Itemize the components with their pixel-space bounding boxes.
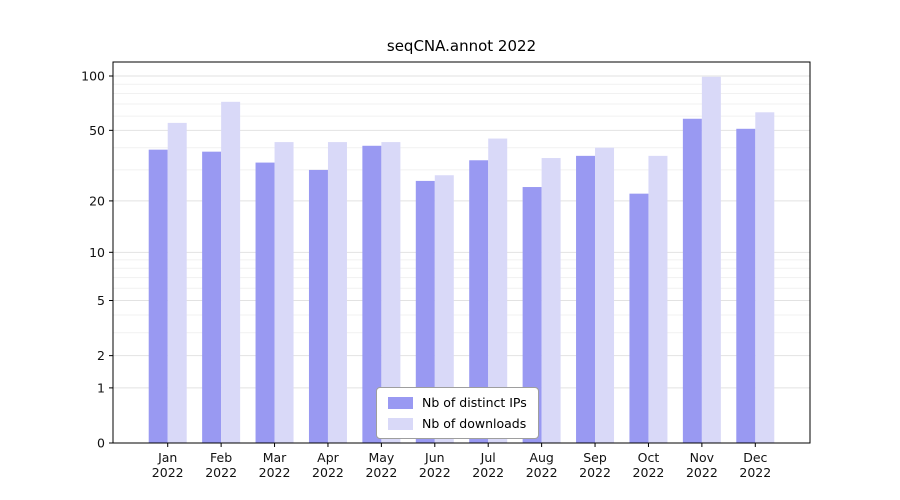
legend-item-downloads: Nb of downloads xyxy=(388,416,527,431)
x-tick-label-month: May xyxy=(368,450,394,465)
bar-downloads-dec xyxy=(755,112,775,444)
x-tick-label-month: Aug xyxy=(529,450,553,465)
x-tick-label-year: 2022 xyxy=(152,465,184,480)
legend-label-distinct-ips: Nb of distinct IPs xyxy=(422,395,527,410)
x-tick-label-month: Feb xyxy=(210,450,232,465)
bar-ips-aug xyxy=(522,187,542,443)
y-tick-label: 10 xyxy=(89,245,105,260)
x-tick-label-year: 2022 xyxy=(472,465,504,480)
x-tick-label-year: 2022 xyxy=(739,465,771,480)
y-tick-label: 20 xyxy=(89,193,105,208)
y-tick-label: 100 xyxy=(81,69,105,84)
x-tick-label-year: 2022 xyxy=(579,465,611,480)
legend-swatch-downloads xyxy=(388,417,413,430)
x-tick-label-year: 2022 xyxy=(312,465,344,480)
x-tick-label-month: Jul xyxy=(480,450,496,465)
x-tick-label-month: Mar xyxy=(263,450,287,465)
x-tick-label-year: 2022 xyxy=(259,465,291,480)
legend-item-distinct-ips: Nb of distinct IPs xyxy=(388,395,527,410)
bar-downloads-apr xyxy=(327,142,347,443)
bar-ips-oct xyxy=(629,193,649,443)
bar-ips-nov xyxy=(682,118,702,443)
x-tick-label-year: 2022 xyxy=(526,465,558,480)
legend-label-downloads: Nb of downloads xyxy=(422,416,527,431)
bar-ips-jan xyxy=(148,149,168,443)
x-tick-label-month: Dec xyxy=(743,450,767,465)
bar-downloads-mar xyxy=(274,142,294,443)
bar-downloads-nov xyxy=(701,76,721,443)
bar-downloads-jul xyxy=(488,138,508,443)
bar-ips-dec xyxy=(736,128,756,443)
x-tick-label-year: 2022 xyxy=(205,465,237,480)
x-tick-label-year: 2022 xyxy=(365,465,397,480)
bar-downloads-may xyxy=(381,142,401,443)
x-tick-label-year: 2022 xyxy=(633,465,665,480)
x-tick-label-month: Jan xyxy=(157,450,177,465)
legend: Nb of distinct IPs Nb of downloads xyxy=(376,387,539,439)
bar-ips-mar xyxy=(255,162,275,443)
chart-title: seqCNA.annot 2022 xyxy=(386,37,537,55)
bar-ips-feb xyxy=(202,151,222,443)
bar-ips-apr xyxy=(308,169,328,443)
y-tick-label: 5 xyxy=(97,293,105,308)
x-tick-label-month: Apr xyxy=(317,450,339,465)
x-tick-label-month: Oct xyxy=(638,450,660,465)
x-tick-label-year: 2022 xyxy=(686,465,718,480)
x-tick-label-month: Nov xyxy=(690,450,715,465)
bar-ips-jun xyxy=(415,180,435,443)
bar-downloads-feb xyxy=(221,101,241,443)
bar-downloads-sep xyxy=(595,147,615,443)
y-tick-label: 2 xyxy=(97,348,105,363)
bar-downloads-oct xyxy=(648,155,668,443)
y-tick-label: 0 xyxy=(97,436,105,451)
legend-swatch-distinct-ips xyxy=(388,396,413,409)
bar-ips-jul xyxy=(469,160,489,443)
bar-downloads-jan xyxy=(167,122,187,443)
bar-ips-sep xyxy=(576,155,596,443)
y-tick-label: 50 xyxy=(89,123,105,138)
x-tick-label-year: 2022 xyxy=(419,465,451,480)
x-tick-label-month: Jun xyxy=(424,450,445,465)
y-tick-label: 1 xyxy=(97,380,105,395)
bar-downloads-jun xyxy=(434,175,454,444)
x-tick-label-month: Sep xyxy=(583,450,607,465)
bar-ips-may xyxy=(362,145,382,443)
bar-downloads-aug xyxy=(541,158,561,443)
